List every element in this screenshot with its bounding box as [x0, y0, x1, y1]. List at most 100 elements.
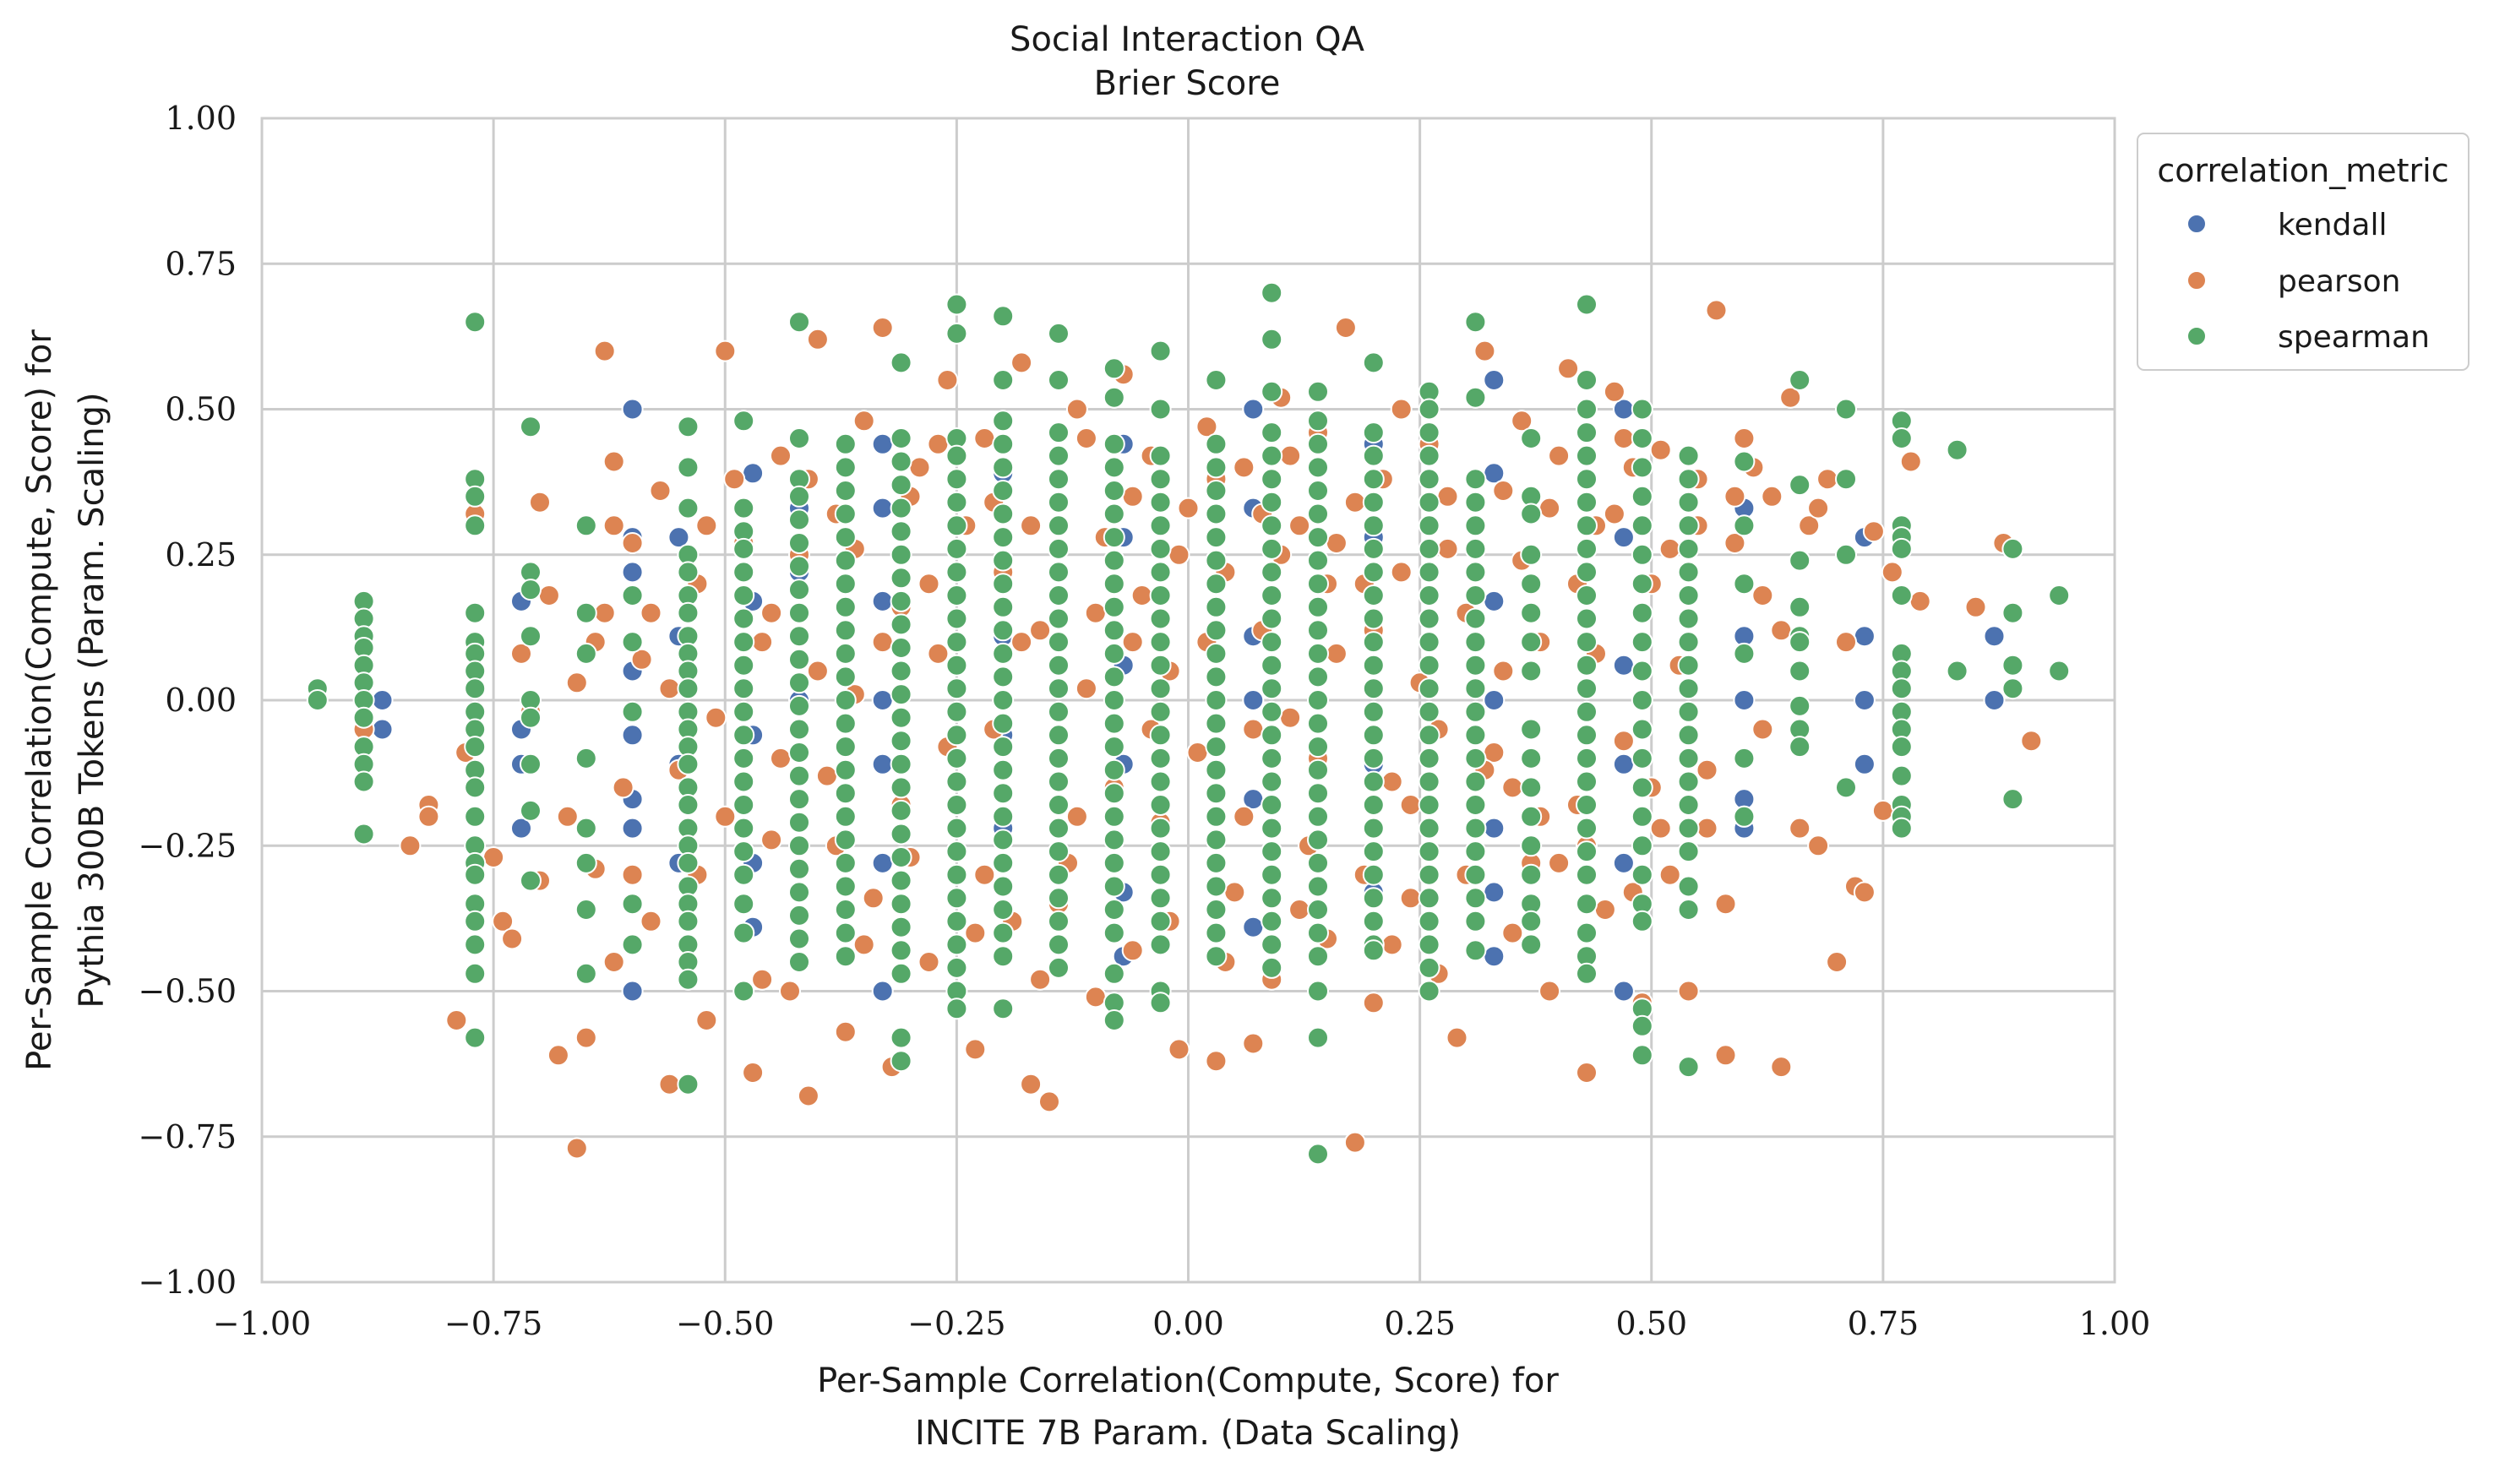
spearman-point: [1631, 427, 1653, 449]
spearman-point: [1149, 933, 1172, 956]
kendall-point: [621, 817, 644, 840]
spearman-point: [1307, 526, 1329, 549]
spearman-point: [945, 910, 968, 932]
spearman-point: [1789, 549, 1811, 572]
spearman-point: [1205, 736, 1228, 758]
y-axis-label-line-2: Pythia 300B Tokens (Param. Scaling): [73, 392, 112, 1008]
spearman-point: [945, 654, 968, 677]
spearman-point: [945, 956, 968, 979]
spearman-point: [1048, 537, 1070, 560]
spearman-point: [1205, 805, 1228, 828]
spearman-point: [464, 933, 487, 956]
spearman-point: [520, 579, 542, 601]
x-tick-label: 0.25: [1384, 1305, 1456, 1342]
spearman-point: [1261, 514, 1283, 537]
spearman-point: [945, 794, 968, 816]
spearman-point: [890, 753, 912, 775]
spearman-point: [834, 689, 857, 711]
pearson-point: [1343, 1131, 1366, 1154]
spearman-point: [1103, 480, 1125, 502]
spearman-point: [1205, 921, 1228, 944]
kendall-point: [621, 398, 644, 421]
spearman-point: [1048, 817, 1070, 840]
y-tick-label: −0.75: [139, 1118, 237, 1155]
spearman-point: [1149, 584, 1172, 606]
spearman-point: [1362, 724, 1385, 747]
spearman-point: [1261, 863, 1283, 886]
pearson-point: [927, 642, 950, 665]
spearman-point: [1261, 328, 1283, 351]
spearman-point: [1890, 736, 1913, 758]
spearman-point: [1631, 689, 1653, 711]
spearman-point: [1733, 642, 1756, 665]
spearman-point: [732, 921, 755, 944]
x-tick-label: −0.50: [676, 1305, 774, 1342]
pearson-point: [862, 887, 885, 910]
pearson-point: [1233, 456, 1255, 479]
spearman-point: [788, 788, 810, 811]
spearman-point: [1048, 770, 1070, 793]
spearman-point: [1103, 619, 1125, 642]
spearman-point: [992, 666, 1015, 688]
pearson-point: [1380, 770, 1403, 793]
spearman-point: [1789, 694, 1811, 717]
spearman-point: [890, 893, 912, 916]
spearman-point: [1946, 438, 1969, 461]
pearson-point: [1899, 450, 1922, 473]
spearman-point: [1418, 840, 1440, 863]
kendall-point: [371, 689, 394, 711]
spearman-point: [1103, 573, 1125, 595]
spearman-point: [1048, 561, 1070, 584]
pearson-point: [1195, 416, 1218, 438]
spearman-point: [1149, 887, 1172, 910]
spearman-point: [1103, 386, 1125, 409]
pearson-point: [1399, 887, 1422, 910]
spearman-point: [1576, 421, 1598, 444]
spearman-point: [574, 899, 597, 921]
pearson-point: [742, 1062, 765, 1084]
pearson-point: [806, 328, 829, 351]
spearman-point: [1048, 840, 1070, 863]
spearman-point: [1307, 380, 1329, 403]
spearman-point: [1631, 398, 1653, 421]
spearman-point: [520, 625, 542, 648]
spearman-point: [1789, 474, 1811, 497]
spearman-point: [1149, 537, 1172, 560]
pearson-point: [1909, 590, 1931, 612]
spearman-point: [1418, 700, 1440, 723]
spearman-point: [1464, 561, 1487, 584]
spearman-point: [1464, 939, 1487, 962]
pearson-point: [537, 584, 560, 606]
spearman-point: [1149, 491, 1172, 514]
spearman-point: [352, 706, 375, 729]
pearson-point: [1390, 398, 1413, 421]
legend-label-spearman: spearman: [2278, 320, 2430, 355]
spearman-point: [574, 817, 597, 840]
pearson-point: [1538, 497, 1561, 519]
spearman-point: [992, 642, 1015, 665]
spearman-point: [1418, 584, 1440, 606]
spearman-point: [677, 851, 700, 874]
pearson-point: [501, 927, 524, 950]
data-points: [306, 281, 2071, 1166]
spearman-point: [732, 794, 755, 816]
legend-label-kendall: kendall: [2278, 208, 2387, 242]
spearman-point: [1048, 887, 1070, 910]
kendall-point: [1483, 590, 1506, 612]
spearman-point: [1576, 700, 1598, 723]
spearman-point: [1205, 689, 1228, 711]
spearman-point: [1307, 899, 1329, 921]
spearman-point: [1631, 863, 1653, 886]
spearman-point: [574, 642, 597, 665]
spearman-point: [1733, 805, 1756, 828]
spearman-point: [1362, 887, 1385, 910]
spearman-point: [2001, 677, 2024, 700]
spearman-point: [945, 933, 968, 956]
spearman-point: [788, 601, 810, 624]
spearman-point: [1576, 863, 1598, 886]
spearman-point: [1103, 526, 1125, 549]
spearman-point: [1205, 829, 1228, 851]
pearson-point: [751, 968, 774, 991]
spearman-point: [992, 782, 1015, 805]
spearman-point: [1464, 537, 1487, 560]
